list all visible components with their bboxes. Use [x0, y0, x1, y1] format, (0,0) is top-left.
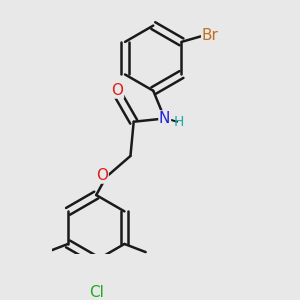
Text: O: O — [111, 83, 123, 98]
Text: Cl: Cl — [89, 285, 104, 300]
Text: H: H — [173, 116, 184, 129]
Text: Br: Br — [202, 28, 219, 43]
Text: O: O — [96, 168, 108, 183]
Text: N: N — [159, 111, 170, 126]
